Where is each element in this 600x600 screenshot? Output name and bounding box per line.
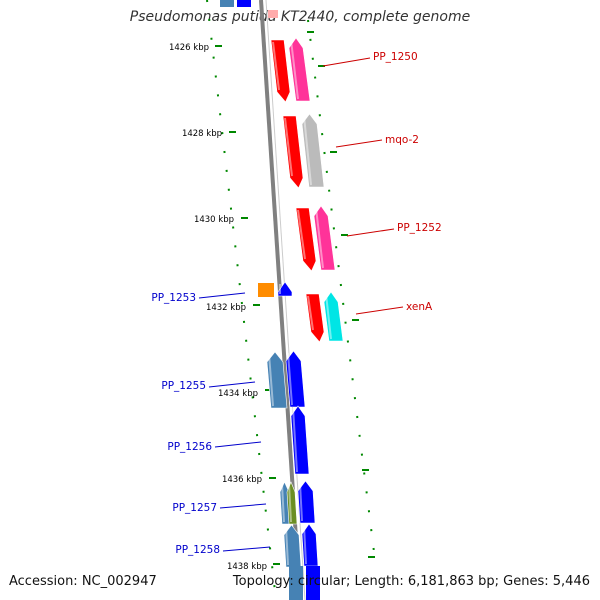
gene-label-reverse: PP_1253: [151, 292, 196, 304]
cds-arrow-pp-1250-a: [270, 39, 291, 103]
cds-arrow-top-b: [237, 0, 251, 7]
cds-arrow-xena-a: [305, 293, 325, 343]
cds-arrow-pp-1257-c-shine: [299, 482, 303, 522]
cds-arrow-mqo-2-a: [282, 115, 304, 189]
gene-label-reverse: PP_1256: [167, 441, 212, 453]
gene-label-forward: PP_1252: [397, 222, 442, 234]
cds-arrow-pp-1256: [290, 405, 310, 475]
cds-arrow-pp-1252-a: [295, 207, 317, 272]
cds-arrow-mqo-2-b-shine: [303, 115, 312, 186]
gene-label-leader: [355, 306, 404, 315]
cds-arrow-pp-1258-a-shine: [285, 526, 289, 566]
cds-arrow-pp-1255-b-shine: [287, 352, 293, 406]
cds-arrow-pp-1250-a-shine: [272, 41, 280, 91]
cds-arrow-pp-1250-b-shine: [290, 39, 299, 100]
gene-label-leader: [219, 503, 267, 509]
ruler-dots-outer: [307, 19, 376, 561]
cds-arrow-pp-1252-b: [313, 205, 336, 271]
cds-arrow-pp-1257-b-shine: [288, 483, 292, 523]
cds-arrow-top-c: [268, 10, 278, 18]
gene-label-leader: [214, 441, 262, 448]
gene-label-reverse: PP_1257: [172, 502, 217, 514]
ruler-label: 1428 kbp: [182, 129, 222, 139]
cds-arrow-xena-b-shine: [325, 293, 332, 340]
cds-arrow-xena-a-shine: [307, 295, 314, 331]
cds-arrow-pp-1258-b-shine: [303, 525, 307, 565]
gene-label-reverse: PP_1255: [161, 380, 206, 392]
ruler-label: 1430 kbp: [194, 215, 234, 225]
cds-arrow-mqo-2-b: [301, 113, 325, 188]
cds-arrow-pp-1257-c: [297, 480, 316, 524]
cds-arrow-pp-1257-b: [286, 481, 298, 525]
gene-label-forward: mqo-2: [385, 134, 419, 146]
cds-arrow-pp-1253-a: [258, 283, 274, 297]
gene-label-leader: [208, 381, 256, 388]
cds-arrow-xena-b: [323, 291, 344, 342]
gene-label-leader: [335, 139, 383, 148]
cds-arrow-edge-b: [306, 566, 320, 600]
gene-label-forward: xenA: [406, 301, 433, 313]
genome-summary-text: Topology: circular; Length: 6,181,863 bp…: [232, 574, 590, 589]
ruler-label: 1432 kbp: [206, 303, 246, 313]
cds-arrow-edge-a: [289, 566, 303, 600]
ruler-label: 1434 kbp: [218, 389, 258, 399]
cds-arrow-pp-1256-shine: [292, 407, 298, 473]
cds-arrow-pp-1255-a-shine: [268, 353, 274, 407]
cds-arrow-pp-1253-b: [277, 281, 293, 297]
cds-arrow-top-a: [220, 0, 234, 7]
gene-label-leader: [346, 228, 395, 237]
ruler-label: 1438 kbp: [227, 562, 267, 572]
gene-label-leader: [322, 57, 371, 67]
cds-arrow-pp-1250-b: [288, 37, 311, 102]
gene-label-forward: PP_1250: [373, 51, 418, 63]
gene-label-leader: [222, 546, 271, 552]
cds-arrow-mqo-2-a-shine: [284, 117, 293, 177]
ruler-label: 1436 kbp: [222, 475, 262, 485]
accession-text: Accession: NC_002947: [9, 574, 157, 589]
cds-arrow-pp-1257-a-shine: [281, 483, 285, 523]
gene-label-leader: [198, 292, 246, 299]
map-title: Pseudomonas putida KT2440, complete geno…: [129, 9, 471, 25]
gene-label-reverse: PP_1258: [175, 544, 220, 556]
cds-arrow-pp-1255-a: [266, 351, 288, 409]
cds-arrow-pp-1252-b-shine: [315, 207, 324, 269]
ruler-label: 1426 kbp: [169, 43, 209, 53]
cds-arrow-pp-1252-a-shine: [297, 209, 306, 260]
